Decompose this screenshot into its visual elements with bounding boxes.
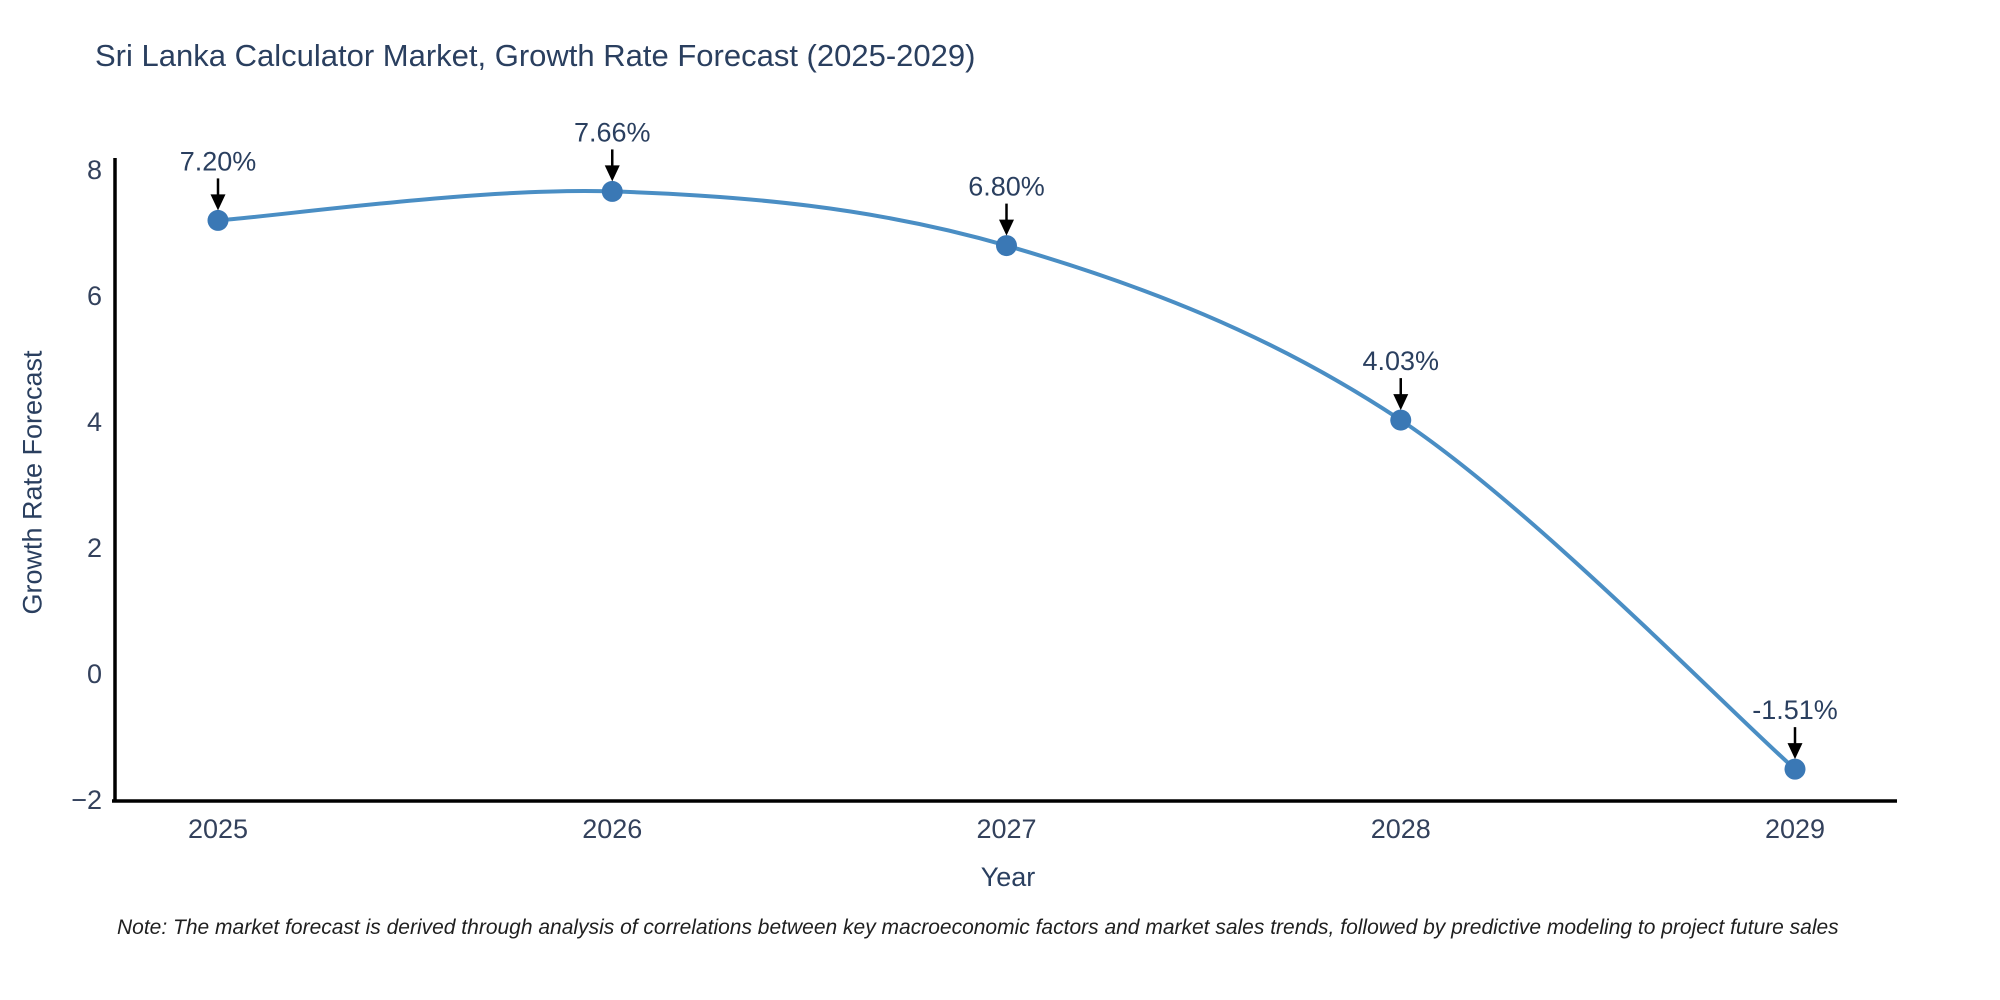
annotation-label: 4.03% — [1362, 346, 1439, 376]
footnote: Note: The market forecast is derived thr… — [117, 916, 1839, 939]
annotation-arrowhead — [1787, 743, 1803, 760]
annotation-arrowhead — [210, 194, 226, 211]
annotation-label: -1.51% — [1752, 695, 1838, 725]
y-axis-title: Growth Rate Forecast — [17, 350, 48, 615]
y-tick-label: 4 — [87, 407, 102, 437]
y-tick-label: 2 — [87, 533, 102, 563]
x-tick-label: 2028 — [1371, 814, 1431, 844]
y-tick-label: −2 — [71, 785, 102, 815]
x-axis-title: Year — [980, 862, 1036, 892]
annotation-arrowhead — [1393, 394, 1409, 411]
data-point — [1390, 409, 1412, 431]
data-point — [601, 180, 623, 202]
annotation-arrowhead — [999, 219, 1014, 236]
annotation-label: 7.20% — [180, 146, 257, 176]
annotation-arrowhead — [604, 165, 620, 182]
x-tick-label: 2026 — [582, 814, 642, 844]
y-tick-label: 6 — [87, 281, 102, 311]
data-point — [1784, 758, 1806, 780]
y-tick-label: 0 — [87, 659, 102, 689]
annotation-label: 7.66% — [574, 117, 651, 147]
trend-line — [217, 189, 1797, 771]
chart-title: Sri Lanka Calculator Market, Growth Rate… — [95, 38, 976, 73]
annotation-label: 6.80% — [968, 172, 1045, 202]
data-point — [996, 235, 1017, 257]
y-tick-label: 8 — [87, 155, 102, 185]
data-point — [207, 209, 229, 231]
x-tick-label: 2029 — [1765, 814, 1825, 844]
x-tick-label: 2027 — [976, 814, 1036, 844]
x-tick-label: 2025 — [188, 814, 248, 844]
